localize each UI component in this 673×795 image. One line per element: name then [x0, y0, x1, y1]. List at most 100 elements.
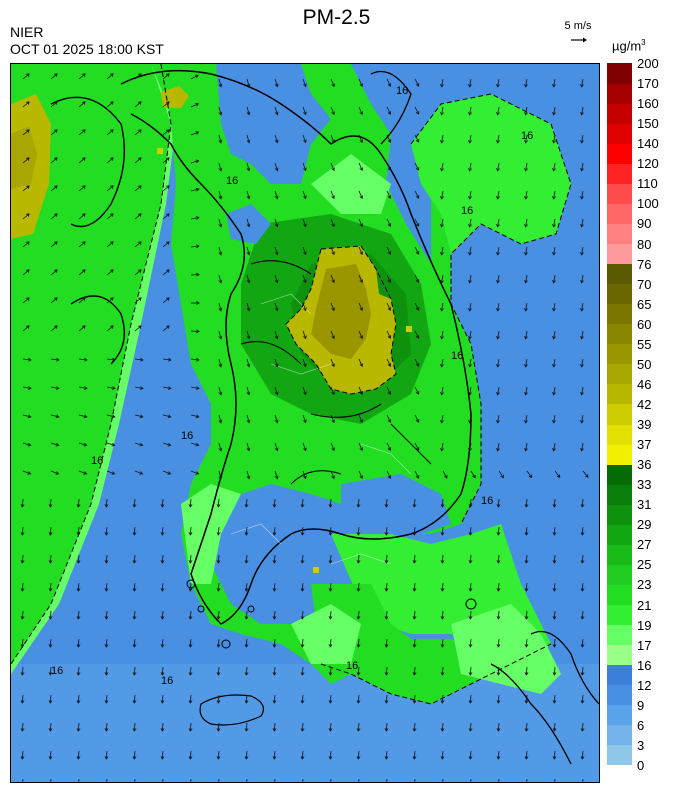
wind-arrow-icon	[218, 190, 222, 199]
wind-arrow-icon	[441, 330, 444, 339]
legend-swatch	[607, 323, 632, 345]
wind-arrow-head-icon	[384, 728, 389, 732]
wind-arrow-icon	[190, 274, 200, 276]
wind-arrow-icon	[217, 722, 220, 732]
wind-arrow-icon	[49, 638, 52, 648]
wind-arrow-icon	[526, 778, 528, 782]
wind-arrow-head-icon	[387, 307, 392, 311]
wind-arrow-icon	[358, 218, 363, 227]
wind-arrow-head-icon	[528, 474, 533, 479]
wind-arrow-icon	[330, 778, 332, 782]
wind-arrow-icon	[22, 358, 31, 361]
islet	[186, 579, 196, 589]
wind-arrow-icon	[553, 274, 556, 283]
wind-arrow-head-icon	[104, 588, 109, 592]
wind-arrow-head-icon	[139, 414, 144, 419]
wind-arrow-head-icon	[110, 241, 114, 245]
wind-arrow-head-icon	[303, 475, 307, 480]
wind-arrow-head-icon	[580, 167, 584, 172]
legend-swatch	[607, 203, 632, 224]
wind-arrow-icon	[330, 274, 335, 283]
wind-arrow-icon	[246, 106, 250, 115]
legend-swatch	[607, 744, 632, 766]
wind-arrow-icon	[77, 582, 80, 592]
legend-swatch	[607, 403, 632, 425]
wind-arrow-head-icon	[359, 335, 363, 340]
legend-label: 200	[637, 56, 659, 71]
wind-arrow-head-icon	[524, 223, 528, 228]
legend-swatch	[607, 243, 632, 265]
wind-arrow-head-icon	[166, 101, 170, 105]
wind-arrow-icon	[22, 157, 30, 164]
wind-arrow-icon	[553, 330, 556, 339]
wind-arrow-head-icon	[580, 195, 584, 200]
wind-arrow-icon	[441, 78, 444, 87]
wind-arrow-icon	[189, 582, 192, 592]
wind-arrow-icon	[21, 554, 24, 564]
contour-line	[410, 93, 572, 525]
wind-arrow-icon	[525, 162, 528, 171]
wind-arrow-head-icon	[139, 471, 144, 475]
wind-arrow-head-icon	[76, 532, 81, 536]
wind-arrow-head-icon	[246, 447, 251, 452]
wind-arrow-icon	[302, 442, 307, 451]
wind-arrow-icon	[274, 470, 278, 479]
wind-arrow-icon	[245, 750, 248, 760]
wind-arrow-head-icon	[384, 504, 389, 508]
wind-arrow-icon	[358, 274, 363, 283]
wind-arrow-head-icon	[246, 363, 251, 368]
wind-arrow-head-icon	[415, 475, 420, 479]
legend-label: 170	[637, 76, 659, 92]
wind-arrow-head-icon	[387, 139, 392, 143]
wind-arrow-head-icon	[26, 129, 30, 133]
wind-arrow-icon	[245, 610, 248, 620]
wind-arrow-head-icon	[580, 419, 584, 424]
wind-arrow-head-icon	[328, 504, 333, 508]
wind-arrow-head-icon	[412, 560, 417, 564]
wind-arrow-head-icon	[468, 588, 473, 592]
wind-arrow-head-icon	[303, 363, 307, 368]
wind-arrow-icon	[525, 218, 528, 227]
wind-arrow-head-icon	[468, 111, 472, 116]
pm25-map[interactable]: 16 16 16 16 16 16 16 16 16 16 16	[10, 63, 600, 783]
wind-arrow-head-icon	[246, 475, 251, 480]
wind-arrow-head-icon	[580, 644, 585, 648]
wind-arrow-icon	[358, 386, 363, 395]
wind-arrow-icon	[217, 666, 220, 676]
wind-arrow-head-icon	[500, 474, 504, 479]
wind-arrow-head-icon	[110, 185, 114, 189]
wind-arrow-head-icon	[246, 307, 251, 312]
wind-arrow-icon	[385, 638, 388, 648]
wind-arrow-icon	[469, 526, 472, 536]
wind-arrow-head-icon	[331, 391, 335, 396]
wind-arrow-head-icon	[216, 616, 221, 620]
wind-arrow-head-icon	[28, 357, 32, 362]
wind-arrow-head-icon	[168, 357, 172, 362]
wind-arrow-head-icon	[356, 616, 361, 620]
wind-arrow-head-icon	[552, 419, 556, 424]
wind-arrow-head-icon	[246, 167, 251, 172]
wind-arrow-icon	[217, 694, 220, 704]
wind-arrow-icon	[525, 106, 528, 115]
wind-arrow-icon	[414, 414, 420, 423]
wind-arrow-icon	[525, 302, 528, 311]
wind-arrow-icon	[497, 442, 500, 451]
wind-arrow-icon	[246, 134, 250, 143]
wind-arrow-head-icon	[20, 700, 25, 704]
wind-arrow-icon	[134, 129, 142, 136]
wind-arrow-head-icon	[274, 335, 279, 340]
wind-arrow-head-icon	[246, 251, 251, 256]
wind-arrow-head-icon	[331, 335, 335, 340]
wind-arrow-icon	[385, 722, 388, 732]
wind-arrow-head-icon	[167, 471, 172, 475]
coastline-west	[50, 96, 125, 365]
wind-arrow-icon	[414, 442, 420, 451]
wind-arrow-head-icon	[524, 616, 529, 620]
wind-arrow-head-icon	[472, 474, 476, 479]
wind-arrow-head-icon	[359, 447, 363, 452]
wind-arrow-head-icon	[54, 129, 58, 133]
legend-swatch	[607, 163, 632, 184]
wind-arrow-head-icon	[468, 644, 473, 648]
wind-arrow-icon	[189, 554, 192, 564]
wind-arrow-icon	[301, 638, 304, 648]
